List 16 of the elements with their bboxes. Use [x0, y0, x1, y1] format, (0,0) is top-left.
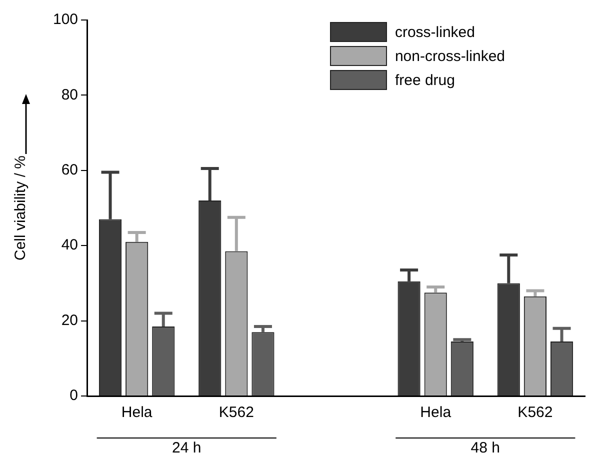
y-tick-label: 60 [61, 162, 78, 179]
x-tick-label: Hela [420, 404, 452, 422]
x-tick-label: K562 [518, 404, 553, 422]
legend-label: non-cross-linked [394, 48, 505, 64]
legend-label: cross-linked [394, 24, 475, 40]
y-tick-label: 20 [61, 312, 78, 329]
y-axis-title: Cell viability / % [12, 155, 30, 261]
text: 24 h [172, 440, 202, 457]
x-tick-label: K562 [218, 404, 254, 422]
text: 48 h [470, 440, 500, 457]
y-tick-label: 40 [61, 236, 78, 254]
x-tick-label: Hela [121, 404, 153, 422]
y-tick-label: 80 [61, 86, 78, 104]
y-tick-label: 0 [70, 387, 78, 404]
legend-label: free drug [394, 72, 455, 88]
y-tick-label: 100 [52, 11, 78, 28]
